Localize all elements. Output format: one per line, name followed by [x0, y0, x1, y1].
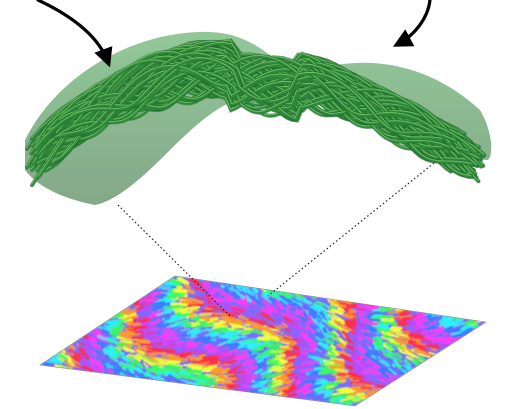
projection-line-right — [267, 162, 435, 297]
fiber-bundle — [24, 31, 492, 205]
textured-substrate-plane — [39, 275, 487, 407]
pointer-arrow-right — [392, 0, 432, 47]
pointer-arrow-left — [36, 0, 113, 68]
projection-line-left — [117, 204, 233, 319]
